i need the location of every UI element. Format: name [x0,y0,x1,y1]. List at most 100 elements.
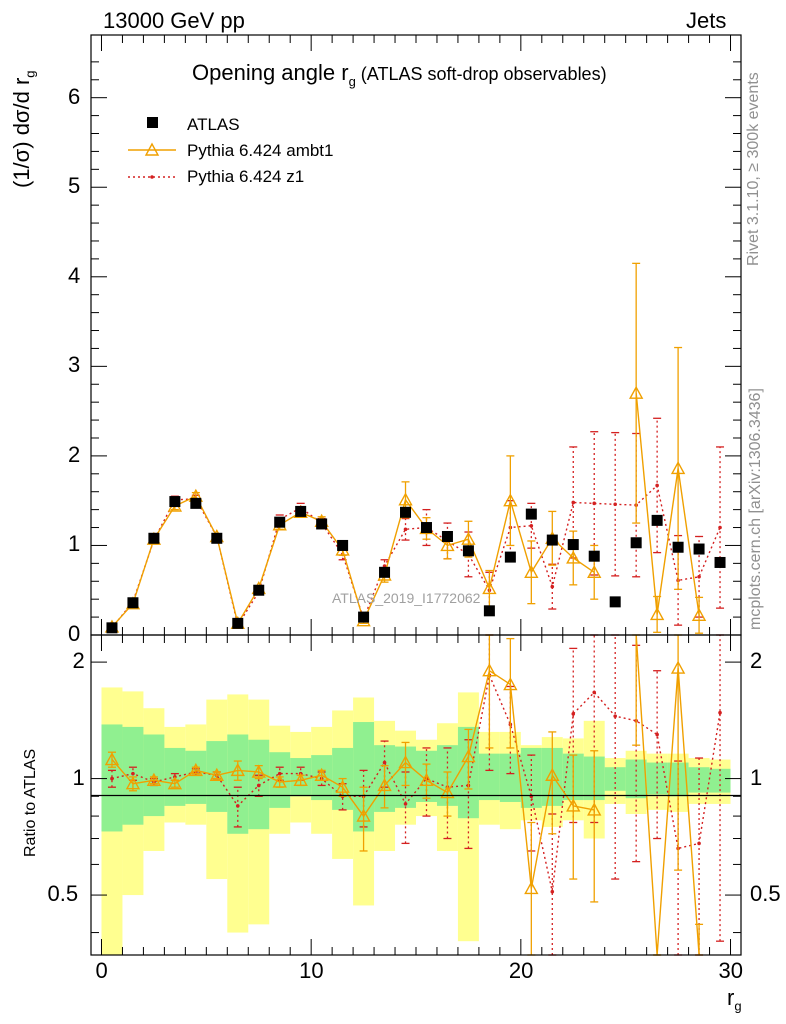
atlas-point [211,532,223,544]
title-main: Opening angle r [192,60,349,85]
atlas-point [546,534,558,546]
category-label: Jets [686,8,727,33]
atlas-point [672,541,684,553]
atlas-point [274,516,286,528]
y-tick-label-ratio: 0.5 [47,881,79,907]
title-suffix: (ATLAS soft-drop observables) [355,64,607,84]
ratio-ambt1-marker [566,798,581,812]
band-inner [625,759,647,799]
band-inner [478,753,500,801]
y-tick-label-ratio: 2 [72,648,85,674]
ratio-ambt1-marker [398,755,413,769]
legend-label-z1: Pythia 6.424 z1 [187,167,305,186]
atlas-point [316,518,328,530]
ratio-ambt1-marker [587,802,602,816]
atlas-point [295,505,307,517]
atlas-point [588,550,600,562]
atlas-point [232,617,244,629]
z1-marker [613,502,617,507]
ratio-ambt1-marker [167,776,183,790]
ratio-ambt1-marker [293,772,308,786]
band-inner [499,753,521,802]
y-tick-label-main: 2 [68,441,81,467]
z1-marker [571,500,576,505]
legend-symbol-data [147,117,158,128]
ratio-ambt1-marker [461,749,476,763]
atlas-point [253,584,265,596]
x-tick-label: 0 [95,958,108,983]
data-series [104,262,726,956]
ratio-z1-marker [613,714,617,718]
ambt1-line [635,393,700,616]
atlas-point [379,566,391,578]
energy-label: 13000 GeV pp [103,8,245,33]
watermark: ATLAS_2019_I1772062 [332,590,481,606]
atlas-point [420,522,432,534]
ambt1-marker [524,564,539,579]
ratio-z1-marker [655,732,659,737]
y-tick-label-main: 1 [68,531,81,557]
ratio-ambt1-marker [377,777,392,792]
ratio-z1-marker [718,710,722,715]
z1-marker [718,525,722,530]
ratio-ambt1-marker [209,767,224,781]
atlas-point [148,532,160,544]
z1-marker [655,483,659,488]
ratio-ambt1-marker [524,881,539,895]
z1-marker [529,523,534,528]
x-tick-label: 20 [508,958,534,983]
band-inner [122,726,144,825]
atlas-point [714,556,726,568]
legend-marker-z1 [150,175,154,179]
legend-label-ambt1: Pythia 6.424 ambt1 [187,141,334,160]
ratio-ambt1-marker [335,779,350,793]
ratio-ambt1-marker [230,762,245,777]
y-tick-label-ratio: 2 [750,648,763,674]
z1-marker [697,574,701,579]
ambt1-marker [482,580,497,595]
ratio-ambt1-marker [146,772,162,786]
y-tick-label-main: 6 [68,83,81,109]
legend-symbols [128,117,176,179]
atlas-point [525,508,537,520]
y-tick-label-ratio: 1 [750,764,763,790]
legend-marker-ambt1 [144,142,160,156]
atlas-point [651,514,663,526]
ratio-z1-marker [110,776,114,781]
title-sub: g [348,74,356,89]
y-tick-label-main: 0 [68,621,81,646]
ratio-z1-marker [592,690,597,695]
atlas-point [441,530,453,542]
band-inner [520,747,542,808]
mcplots-label: mcplots.cern.ch [arXiv:1306.3436] [747,388,764,630]
xlabel-text: r [727,985,735,1010]
atlas-point [504,551,516,563]
ratio-ambt1-marker [251,764,266,778]
ratio-ambt1-marker [545,767,560,781]
y-tick-label-main: 3 [68,352,81,378]
ylabel-main-text: (1/σ) dσ/d r [9,77,34,188]
ambt1-marker [566,550,581,564]
legend-label-data: ATLAS [187,115,240,134]
atlas-point [400,506,412,518]
rivet-label: Rivet 3.1.10, ≥ 300k events [745,72,762,266]
z1-line [111,484,721,629]
band-inner [227,734,249,834]
plot-title: Opening angle rg (ATLAS soft-drop observ… [192,60,607,89]
ratio-z1-marker [277,771,282,776]
x-axis-label: rg [727,985,742,1013]
ambt1-marker [628,385,644,399]
z1-marker [403,527,408,532]
ylabel-main-sub: g [22,70,38,78]
ratio-ambt1-marker [503,677,518,691]
ratio-ambt1-marker [125,776,141,790]
ratio-z1-marker [403,802,408,806]
ratio-ambt1-marker [670,660,686,674]
ambt1-marker [587,564,602,579]
ambt1-marker [461,531,476,545]
ratio-z1-marker [256,783,261,788]
ratio-z1-marker [235,804,240,808]
x-tick-label: 10 [299,958,324,983]
atlas-point [609,596,621,608]
